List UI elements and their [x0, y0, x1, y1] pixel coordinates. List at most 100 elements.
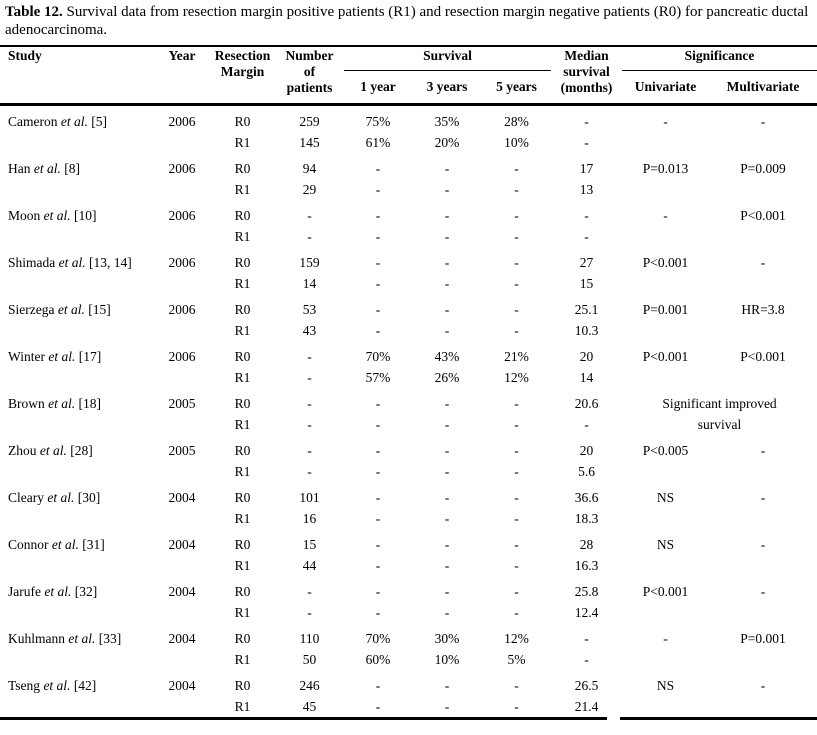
univariate-significance [622, 555, 709, 576]
study-year [154, 461, 210, 482]
survival-5-years: - [514, 207, 519, 223]
median-survival-value: 16.3 [574, 557, 599, 573]
study-year: 2005 [168, 442, 196, 458]
significance-note: survival [697, 416, 742, 432]
study-year: 2006 [168, 160, 196, 176]
median-survival-value: - [584, 113, 589, 129]
survival-1-year: - [375, 395, 381, 411]
table-row: R1 - - - - - survival [0, 414, 817, 435]
multivariate-significance [709, 132, 817, 153]
col-header-resection-margin: Resection Margin [210, 46, 275, 106]
survival-3-years: - [444, 489, 450, 505]
study-name [0, 132, 154, 153]
survival-3-years: - [444, 536, 450, 552]
patients-count: 259 [299, 113, 320, 129]
significance-note: Significant improved [662, 395, 777, 411]
survival-1-year: - [375, 160, 381, 176]
multivariate-significance: - [760, 583, 766, 599]
survival-1-year: 61% [365, 134, 391, 150]
study-year [154, 508, 210, 529]
patients-count: - [307, 207, 312, 223]
median-survival-value: 18.3 [574, 510, 599, 526]
table-row: Winter et al. [17] 2006 R0 - 70% 43% 21% 20 P<0.… [0, 341, 817, 367]
survival-5-years: - [514, 275, 519, 291]
header-row-groups: Study Year Resection Margin Number of pa… [0, 46, 817, 106]
study-name: Shimada et al. [13, 14] [8, 254, 132, 270]
survival-3-years: - [444, 301, 450, 317]
col-header-median-survival: Median survival (months) [551, 46, 623, 106]
univariate-significance [622, 132, 709, 153]
study-name [0, 273, 154, 294]
table-row: Sierzega et al. [15] 2006 R0 53 - - - 25.1 P=0.0… [0, 294, 817, 320]
resection-margin-value: R1 [234, 416, 251, 432]
survival-5-years: - [514, 181, 519, 197]
median-survival-value: - [584, 416, 589, 432]
study-year: 2004 [168, 630, 196, 646]
study-name: Sierzega et al. [15] [8, 301, 111, 317]
survival-3-years: 20% [434, 134, 460, 150]
survival-5-years: - [514, 395, 519, 411]
univariate-significance: NS [656, 677, 675, 693]
survival-1-year: - [375, 698, 381, 714]
univariate-significance [622, 508, 709, 529]
study-name [0, 320, 154, 341]
survival-1-year: - [375, 604, 381, 620]
median-survival-value: 14 [579, 369, 594, 385]
table-row: R1 16 - - - 18.3 [0, 508, 817, 529]
study-name-et-al: et al. [33, 160, 61, 176]
patients-count: 44 [302, 557, 317, 573]
patients-count: - [307, 369, 312, 385]
multivariate-significance [709, 273, 817, 294]
survival-5-years: 28% [504, 113, 529, 129]
study-year: 2006 [168, 113, 196, 129]
bottom-rule-right-segment [620, 716, 817, 720]
univariate-significance: P<0.001 [642, 254, 689, 270]
resection-margin-value: R1 [234, 322, 251, 338]
univariate-significance: P<0.001 [642, 348, 689, 364]
survival-3-years: 35% [434, 113, 460, 129]
table-row: R1 29 - - - 13 [0, 179, 817, 200]
multivariate-significance [709, 367, 817, 388]
multivariate-significance: P=0.009 [740, 160, 786, 176]
study-name-et-al: et al. [47, 489, 75, 505]
patients-count: 101 [299, 489, 320, 505]
header-row-subcolumns: 1 year 3 years 5 years Univariate Multiv… [0, 70, 817, 106]
survival-3-years: - [444, 395, 450, 411]
study-year: 2006 [168, 207, 196, 223]
patients-count: 50 [302, 651, 317, 667]
survival-5-years: - [514, 322, 519, 338]
multivariate-significance: - [760, 254, 766, 270]
median-survival-value: 20.6 [574, 395, 599, 411]
survival-3-years: 26% [434, 369, 460, 385]
table-row: Connor et al. [31] 2004 R0 15 - - - 28 NS - [0, 529, 817, 555]
resection-margin-value: R1 [234, 275, 251, 291]
patients-count: 14 [302, 275, 317, 291]
col-header-number-of-patients: Number of patients [275, 46, 344, 106]
multivariate-significance: - [760, 489, 766, 505]
survival-5-years: - [514, 416, 519, 432]
median-survival-value: - [584, 630, 589, 646]
table-row: Shimada et al. [13, 14] 2006 R0 159 - - - 27 P<0… [0, 247, 817, 273]
study-name-et-al: et al. [43, 207, 71, 223]
study-name [0, 414, 154, 435]
resection-margin-value: R0 [234, 254, 251, 270]
survival-3-years: - [444, 160, 450, 176]
patients-count: 45 [302, 698, 317, 714]
patients-count: 110 [299, 630, 320, 646]
study-name-et-al: et al. [39, 442, 67, 458]
study-name-et-al: et al. [58, 254, 86, 270]
study-name: Zhou et al. [28] [8, 442, 93, 458]
multivariate-significance [709, 179, 817, 200]
study-name [0, 367, 154, 388]
median-survival-value: 36.6 [574, 489, 599, 505]
resection-margin-value: R1 [234, 134, 251, 150]
table-row: Brown et al. [18] 2005 R0 - - - - 20.6 Significa… [0, 388, 817, 414]
univariate-significance: NS [656, 536, 675, 552]
median-survival-value: - [584, 207, 589, 223]
bottom-rule-left-segment [0, 716, 607, 720]
study-year [154, 273, 210, 294]
resection-margin-value: R0 [234, 583, 251, 599]
col-header-year: Year [154, 46, 210, 106]
survival-data-table: Study Year Resection Margin Number of pa… [0, 45, 817, 717]
multivariate-significance [709, 555, 817, 576]
